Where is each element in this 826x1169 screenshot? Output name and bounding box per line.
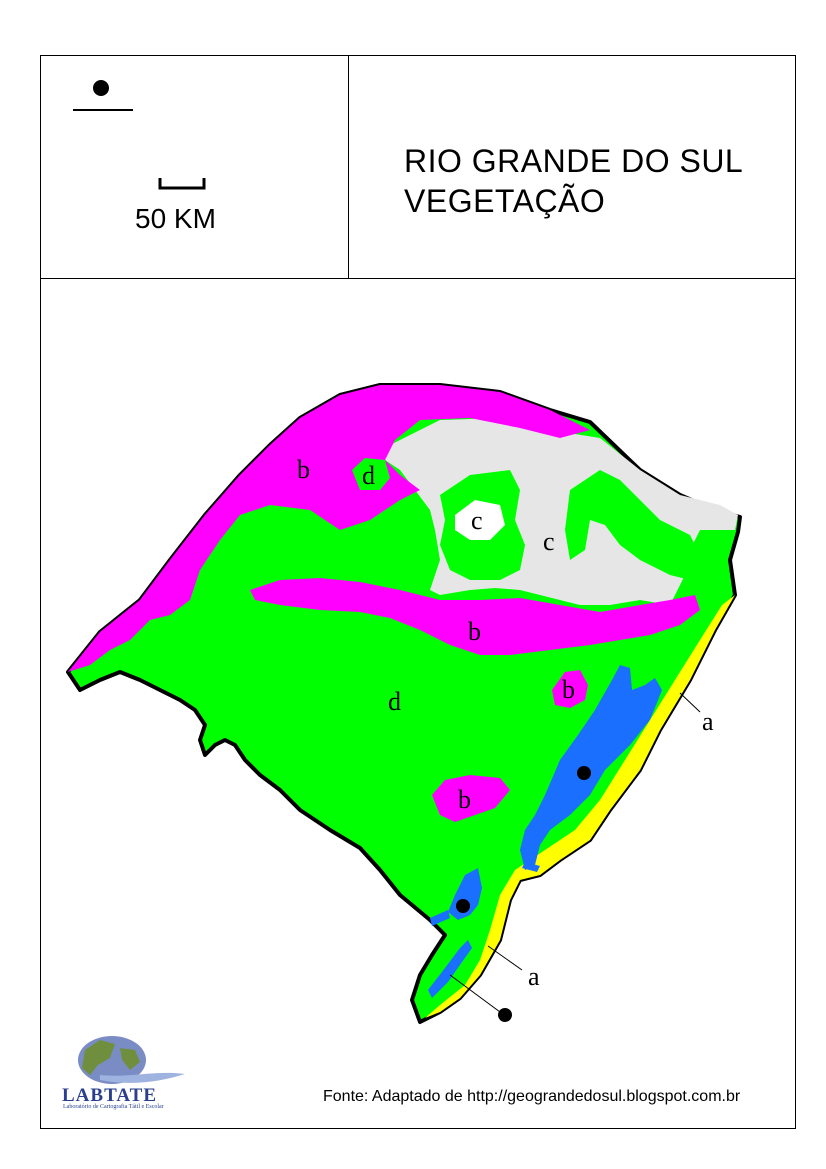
region-d-north	[352, 458, 390, 490]
label-d: d	[362, 461, 375, 490]
lagoon-mangueira	[428, 940, 472, 998]
label-b: b	[468, 617, 481, 646]
labtate-logo-icon	[78, 1036, 185, 1084]
leader-line-a1	[679, 692, 701, 713]
city-point-3	[498, 1008, 512, 1022]
region-c-inner	[455, 500, 505, 540]
label-b: b	[458, 785, 471, 814]
map-subtitle: VEGETAÇÃO	[404, 183, 606, 219]
lagoon-patos	[520, 665, 662, 870]
header-divider	[40, 278, 796, 279]
label-c: c	[471, 506, 483, 535]
lagoon-channel-1	[430, 910, 450, 926]
region-b-east-small	[552, 670, 588, 708]
label-a: a	[528, 962, 540, 991]
label-c: c	[543, 527, 555, 556]
region-a	[425, 595, 735, 1018]
region-b-north	[68, 385, 590, 672]
label-b: b	[297, 455, 310, 484]
label-d: d	[388, 687, 401, 716]
lagoon-channel-2	[522, 862, 540, 872]
source-note: Fonte: Adaptado de http://geograndedosul…	[323, 1088, 741, 1105]
map-title: RIO GRANDE DO SUL	[404, 143, 744, 179]
leader-line-point	[449, 974, 501, 1013]
region-b-central	[250, 578, 700, 655]
scale-bar-icon	[158, 178, 206, 190]
region-d-east	[565, 470, 700, 580]
map-frame	[40, 55, 796, 1129]
logo-name: LABTATE	[62, 1085, 157, 1106]
label-b: b	[562, 675, 575, 704]
point-symbol	[93, 80, 109, 96]
region-b-south	[432, 775, 510, 822]
scale-label: 50 KM	[135, 203, 216, 234]
logo-subtitle: Laboratório de Cartografia Tátil e Escol…	[63, 1104, 164, 1110]
leader-line-a2	[487, 945, 523, 971]
header-vertical-divider	[348, 55, 349, 278]
city-point-2	[456, 899, 470, 913]
label-a: a	[702, 707, 714, 736]
city-point-1	[577, 766, 591, 780]
header-graphics	[73, 80, 206, 190]
